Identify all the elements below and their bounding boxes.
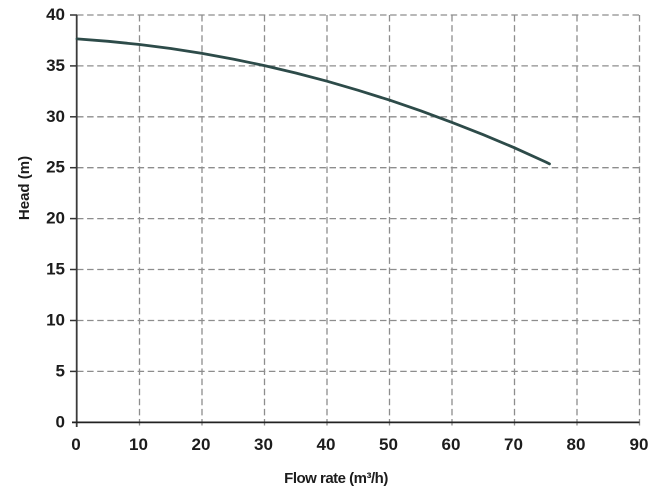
svg-text:Head (m): Head (m)	[16, 156, 33, 220]
svg-text:20: 20	[46, 209, 65, 228]
svg-text:70: 70	[504, 435, 523, 454]
svg-text:60: 60	[442, 435, 461, 454]
svg-text:50: 50	[379, 435, 398, 454]
svg-text:90: 90	[630, 435, 649, 454]
svg-text:0: 0	[56, 412, 65, 431]
svg-text:10: 10	[129, 435, 148, 454]
svg-text:30: 30	[46, 107, 65, 126]
svg-text:35: 35	[46, 56, 65, 75]
svg-text:80: 80	[567, 435, 586, 454]
svg-text:15: 15	[46, 260, 65, 279]
svg-text:40: 40	[46, 5, 65, 24]
svg-text:25: 25	[46, 158, 65, 177]
svg-text:Flow rate (m³/h): Flow rate (m³/h)	[284, 470, 388, 487]
svg-text:5: 5	[56, 361, 65, 380]
svg-text:10: 10	[46, 311, 65, 330]
svg-text:0: 0	[71, 435, 80, 454]
svg-text:30: 30	[254, 435, 273, 454]
svg-text:40: 40	[317, 435, 336, 454]
svg-text:20: 20	[192, 435, 211, 454]
